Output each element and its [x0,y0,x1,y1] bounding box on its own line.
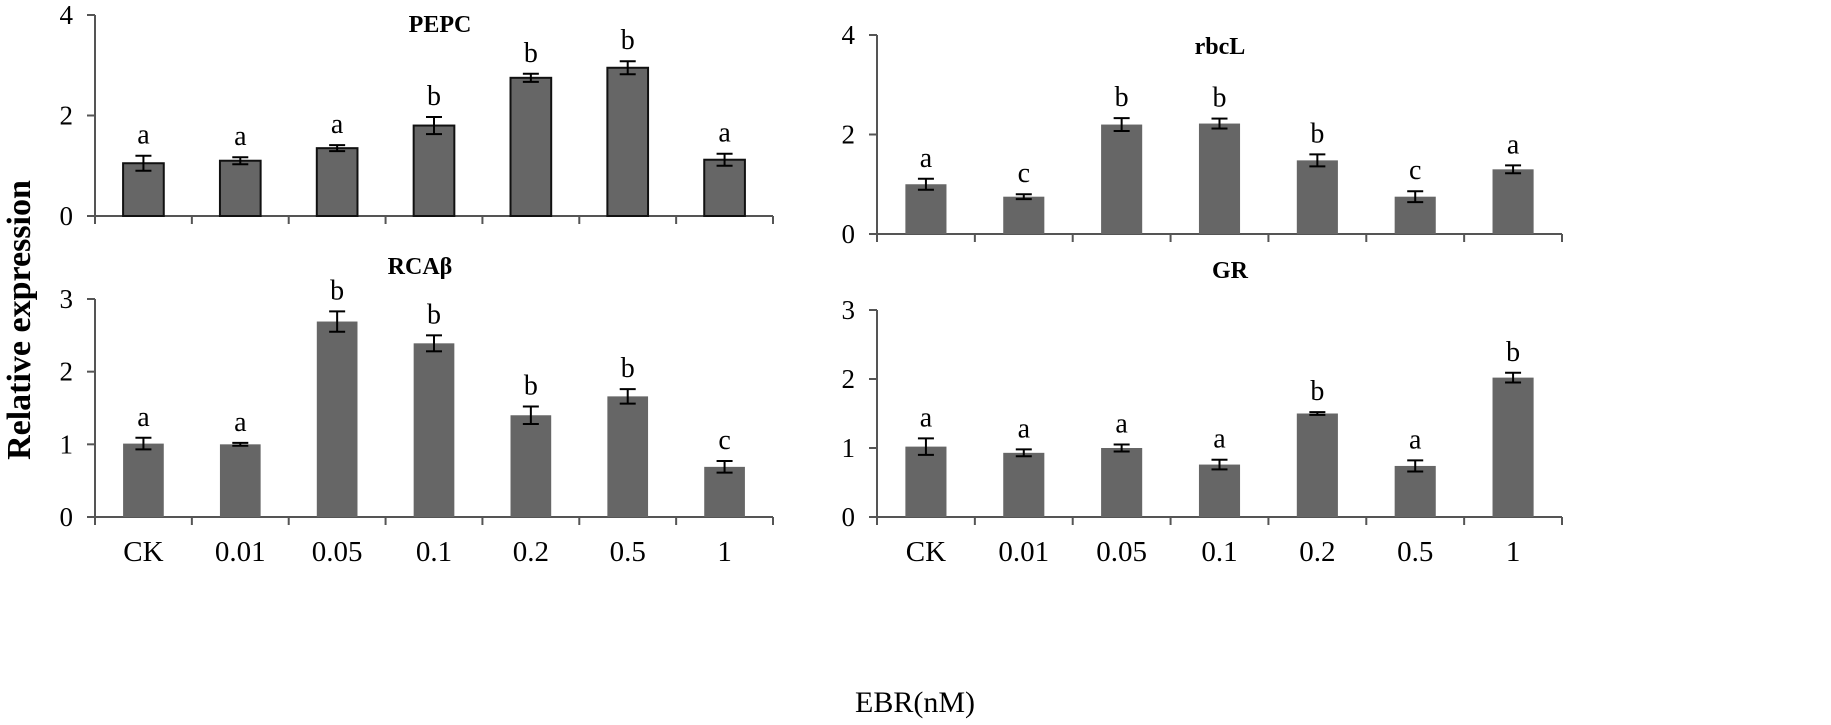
panel-3-significance-letter: a [234,407,247,438]
panel-4-bar-0.05 [1101,448,1143,517]
panel-4-y-tick-label: 1 [842,433,856,463]
panel-4-category-label: 0.2 [1299,536,1335,568]
panel-1-significance-letter: b [524,38,538,69]
panel-3-significance-letter: b [621,353,635,384]
panel-3-category-label: CK [123,536,163,568]
panel-4-bar-1 [1492,377,1534,517]
panel-3-significance-letter: b [427,299,441,330]
panel-1-y-tick-label: 0 [60,201,74,231]
panel-4-significance-letter: a [1409,424,1422,455]
panel-4-category-label: CK [906,536,946,568]
panel-3-bar-0.05 [316,321,358,517]
panel-2-significance-letter: c [1018,158,1030,189]
panel-3-category-label: 0.05 [312,536,363,568]
panel-1-y-tick-label: 4 [60,0,74,30]
panel-4-y-tick-label: 0 [842,502,856,532]
panel-2-bar-0.01 [1003,196,1045,234]
panel-3-category-label: 0.2 [513,536,549,568]
panel-1-bar-0.01 [218,159,262,218]
panel-3-bar-0.1 [413,343,455,517]
panel-4-category-label: 0.05 [1096,536,1147,568]
panel-4-y-tick-label: 3 [842,295,856,325]
panel-3-bar-0.5 [607,396,649,517]
panel-4-title: GR [1212,258,1249,284]
panel-1-bar-CK [122,162,165,218]
panel-1-y-tick-label: 2 [60,101,74,131]
panel-1-significance-letter: b [621,25,635,56]
panel-2-bar-0.05 [1101,124,1143,234]
panel-3-significance-letter: b [524,371,538,402]
panel-3-y-tick-label: 2 [60,357,74,387]
panel-3-significance-letter: c [718,425,730,456]
panel-3-significance-letter: a [137,402,150,433]
panel-2-significance-letter: a [920,143,933,174]
panel-4-significance-letter: a [920,402,933,433]
panel-2-title: rbcL [1195,34,1246,60]
panel-3-bar-0.01 [219,444,261,517]
panel-2-significance-letter: b [1213,83,1227,114]
panel-2-significance-letter: b [1310,118,1324,149]
panel-2-y-tick-label: 2 [842,120,856,150]
panel-2-y-tick-label: 4 [842,20,856,50]
panel-1-significance-letter: a [234,121,247,152]
panel-3-y-tick-label: 3 [60,284,74,314]
panel-4-y-tick-label: 2 [842,364,856,394]
panel-1-bar-0.05 [315,147,359,218]
panel-4-significance-letter: a [1115,409,1128,440]
panel-3-y-tick-label: 0 [60,502,74,532]
panel-3-category-label: 0.1 [416,536,452,568]
panel-3-bar-CK [123,443,164,517]
panel-2-y-tick-label: 0 [842,219,856,249]
panel-2-significance-letter: a [1507,129,1520,160]
panel-1-bar-0.5 [606,66,650,217]
panel-2-significance-letter: b [1115,82,1129,113]
panel-3-bar-0.2 [510,415,552,517]
panel-1-bar-1 [703,158,746,217]
panel-2-bar-CK [905,184,947,234]
panel-4-category-label: 1 [1506,536,1521,568]
x-axis-label: EBR(nM) [855,686,975,719]
panel-4-significance-letter: b [1310,376,1324,407]
panel-4-bar-0.5 [1394,465,1436,517]
panel-2-significance-letter: c [1409,155,1421,186]
panel-1-bar-0.1 [412,124,456,217]
panel-3-bar-1 [704,466,745,517]
panel-3-category-label: 0.01 [215,536,266,568]
panel-4-category-label: 0.1 [1201,536,1237,568]
panel-2-bar-0.2 [1296,160,1338,234]
panel-4-significance-letter: a [1213,424,1226,455]
panel-4-category-label: 0.5 [1397,536,1433,568]
panel-4-significance-letter: a [1018,413,1031,444]
panel-2-bar-0.1 [1198,123,1241,234]
panel-2-bar-1 [1492,169,1534,234]
panel-1-significance-letter: a [718,118,731,149]
panel-3-category-label: 1 [717,536,732,568]
panel-1-bar-0.2 [509,76,553,217]
panel-3-title: RCAβ [388,254,453,280]
panel-3-y-tick-label: 1 [60,429,74,459]
panel-4-bar-0.2 [1296,413,1338,517]
panel-4-bar-0.01 [1003,452,1045,517]
panel-1-title: PEPC [409,12,472,38]
panel-3-category-label: 0.5 [610,536,646,568]
panel-3-significance-letter: b [330,275,344,306]
panel-1-significance-letter: a [331,109,344,140]
panel-4-bar-CK [905,446,947,517]
panel-4-category-label: 0.01 [998,536,1049,568]
panel-4-significance-letter: b [1506,337,1520,368]
panel-4-bar-0.1 [1198,464,1241,517]
panel-1-significance-letter: b [427,81,441,112]
panel-1-significance-letter: a [137,120,150,151]
